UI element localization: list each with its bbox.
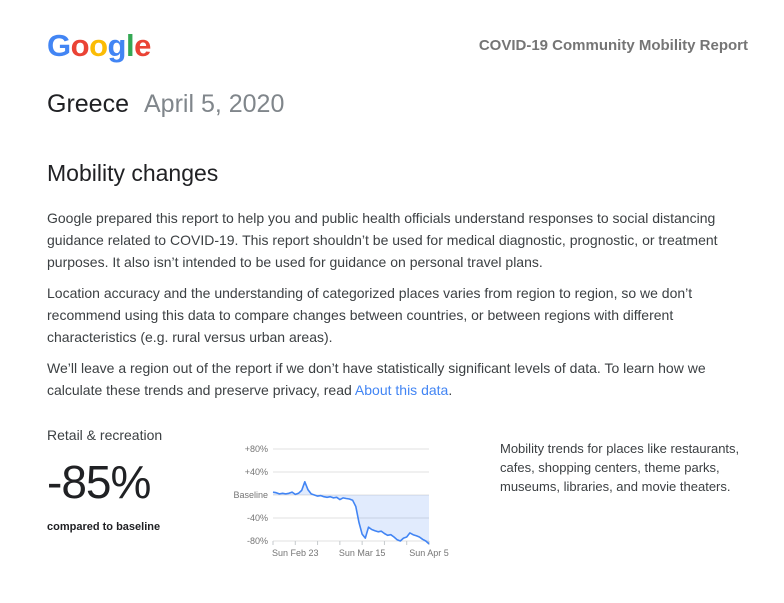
intro-paragraph-2: Location accuracy and the understanding …: [47, 285, 693, 345]
report-title: COVID-19 Community Mobility Report: [478, 37, 748, 54]
svg-text:-40%: -40%: [247, 513, 268, 523]
category-name: Retail & recreation: [47, 427, 163, 443]
category-description: Mobility trends for places like restaura…: [500, 441, 740, 494]
category-caption: compared to baseline: [47, 521, 161, 533]
svg-text:Sun Feb 23: Sun Feb 23: [272, 548, 319, 558]
report-date: April 5, 2020: [143, 90, 285, 118]
svg-text:Sun Mar 15: Sun Mar 15: [339, 548, 386, 558]
region-name: Greece: [47, 90, 129, 118]
intro-paragraph-1: Google prepared this report to help you …: [47, 210, 718, 270]
svg-text:Baseline: Baseline: [233, 490, 268, 500]
logo-letter: o: [70, 28, 90, 63]
logo-letter: G: [47, 28, 71, 63]
mobility-trend-chart: +80% +40% Baseline -40% -80% Sun Feb 23 Sun Ma…: [233, 444, 449, 558]
svg-text:+80%: +80%: [245, 444, 268, 454]
svg-text:+40%: +40%: [245, 467, 268, 477]
svg-text:Sun Apr 5: Sun Apr 5: [409, 548, 449, 558]
logo-letter: o: [89, 28, 108, 63]
google-logo: Google: [47, 30, 151, 61]
section-title: Mobility changes: [47, 160, 219, 186]
region-header: Greece April 5, 2020: [47, 91, 748, 117]
top-bar: Google COVID-19 Community Mobility Repor…: [47, 30, 748, 61]
category-retail-recreation: Retail & recreation -85% compared to bas…: [47, 427, 748, 561]
svg-text:-80%: -80%: [247, 536, 268, 546]
logo-letter: e: [134, 28, 151, 63]
intro-paragraph-3-text: We’ll leave a region out of the report i…: [47, 360, 706, 398]
about-this-data-link[interactable]: About this data: [354, 382, 449, 398]
logo-letter: l: [125, 28, 135, 63]
intro-paragraph-3-period: .: [448, 382, 453, 398]
category-headline-value: -85%: [47, 456, 151, 508]
intro-paragraph-3: We’ll leave a region out of the report i…: [47, 357, 748, 401]
category-summary: Retail & recreation -85% compared to bas…: [47, 427, 225, 533]
logo-letter: g: [107, 28, 127, 63]
